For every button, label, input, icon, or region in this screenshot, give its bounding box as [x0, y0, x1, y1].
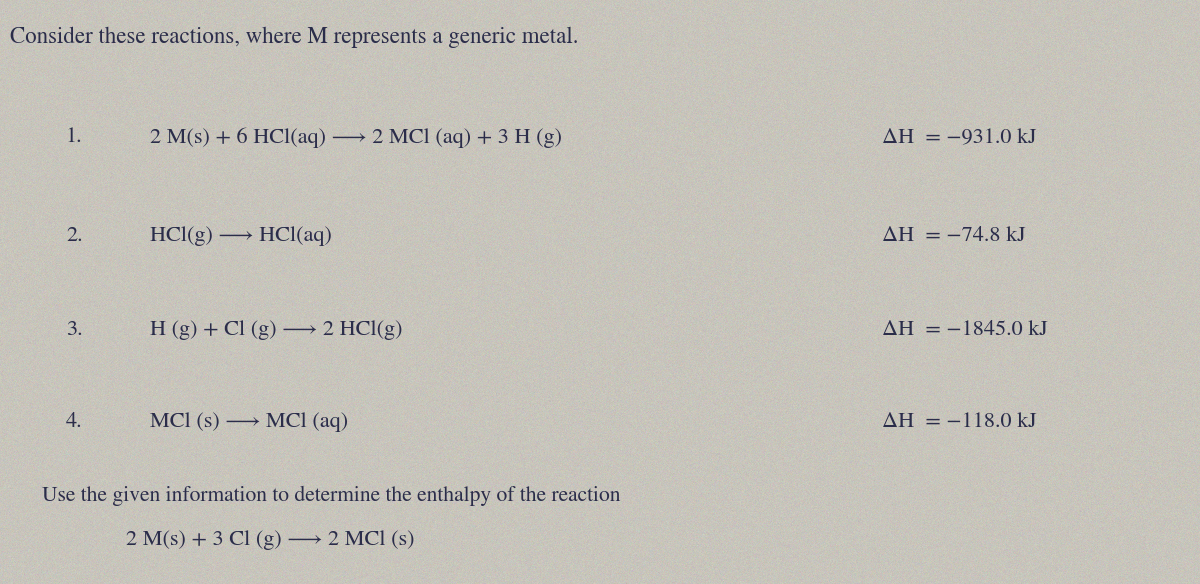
Text: 2.: 2. — [66, 227, 83, 246]
Text: Consider these reactions, where M represents a generic metal.: Consider these reactions, where M repres… — [10, 26, 578, 48]
Text: ΔH₄ = −118.0 kJ: ΔH₄ = −118.0 kJ — [882, 412, 1037, 432]
Text: H₂(g) + Cl₂(g) ⟶ 2 HCl(g): H₂(g) + Cl₂(g) ⟶ 2 HCl(g) — [150, 320, 402, 340]
Text: ΔH₁ = −931.0 kJ: ΔH₁ = −931.0 kJ — [882, 127, 1037, 147]
Text: 4.: 4. — [66, 412, 83, 432]
Text: MCl₃(s) ⟶ MCl₃(aq): MCl₃(s) ⟶ MCl₃(aq) — [150, 412, 348, 432]
Text: 1.: 1. — [66, 127, 83, 147]
Text: 2 M(s) + 6 HCl(aq) ⟶ 2 MCl₃(aq) + 3 H₂(g): 2 M(s) + 6 HCl(aq) ⟶ 2 MCl₃(aq) + 3 H₂(g… — [150, 127, 562, 148]
Text: ΔH₂ = −74.8 kJ: ΔH₂ = −74.8 kJ — [882, 227, 1026, 246]
Text: 2 M(s) + 3 Cl₂(g) ⟶ 2 MCl₃(s): 2 M(s) + 3 Cl₂(g) ⟶ 2 MCl₃(s) — [126, 530, 414, 550]
Text: ΔH₃ = −1845.0 kJ: ΔH₃ = −1845.0 kJ — [882, 320, 1048, 340]
Text: HCl(g) ⟶ HCl(aq): HCl(g) ⟶ HCl(aq) — [150, 227, 332, 246]
Text: Use the given information to determine the enthalpy of the reaction: Use the given information to determine t… — [42, 486, 620, 506]
Text: 3.: 3. — [66, 320, 83, 340]
